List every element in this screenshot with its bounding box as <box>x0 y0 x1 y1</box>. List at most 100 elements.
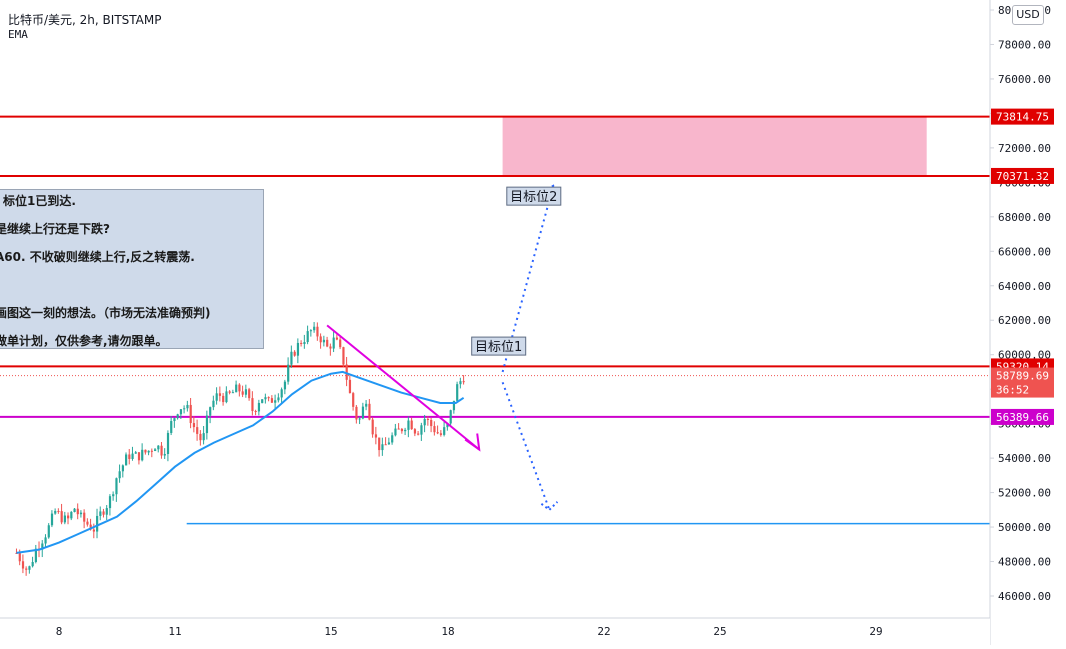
candle-body <box>306 331 309 343</box>
candle-body <box>228 391 231 393</box>
candle-body <box>329 346 332 349</box>
price-tick-label: 52000.00 <box>998 487 1051 500</box>
candle-body <box>199 433 202 441</box>
candle-body <box>417 433 420 435</box>
candle-body <box>296 342 300 356</box>
candle-body <box>456 384 459 401</box>
candle-body <box>92 529 95 532</box>
candle-body <box>254 411 257 413</box>
candle-body <box>231 392 235 394</box>
candle-body <box>73 508 76 513</box>
candle-body <box>280 389 283 398</box>
candle-body <box>358 418 361 420</box>
analysis-note[interactable]: 标位1已到达. 是继续上行还是下跌? A60. 不收破则继续上行,反之转震荡. … <box>0 189 264 349</box>
indicator-label[interactable]: EMA <box>8 28 28 41</box>
level-price-badge-label: 56389.66 <box>996 411 1049 424</box>
time-axis-bg <box>0 618 990 645</box>
target-label-box <box>506 186 562 206</box>
trendline-arrowhead <box>464 433 481 452</box>
note-line: 做单计划，仅供参考,请勿跟单。 <box>0 334 168 348</box>
candle-body <box>413 429 417 434</box>
candle-body <box>374 434 378 438</box>
candle-body <box>121 465 124 472</box>
candle-body <box>89 524 92 530</box>
candle-body <box>365 403 368 407</box>
candle-body <box>141 449 144 461</box>
candle-body <box>225 391 228 403</box>
candle-body <box>76 508 79 515</box>
candle-body <box>436 432 439 434</box>
candle-body <box>407 420 410 430</box>
price-tick-label: 78000.00 <box>998 38 1051 51</box>
candle-body <box>267 397 270 399</box>
candle-body <box>381 444 384 451</box>
candle-body <box>397 428 400 430</box>
target-label: 目标位1 <box>475 340 522 355</box>
time-tick-label: 29 <box>869 625 882 638</box>
ema-layer <box>16 370 465 554</box>
candle-body <box>44 537 47 544</box>
candle-body <box>339 339 342 348</box>
candle-body <box>361 406 365 419</box>
note-line: 标位1已到达. <box>3 194 76 208</box>
countdown-label: 36:52 <box>996 384 1029 397</box>
candle-body <box>47 525 50 538</box>
candle-body <box>128 454 131 459</box>
candle-body <box>50 513 54 526</box>
price-tick-label: 68000.00 <box>998 211 1051 224</box>
candle-body <box>21 561 25 569</box>
candle-body <box>244 389 248 395</box>
candle-body <box>28 566 31 570</box>
candle-body <box>222 395 225 403</box>
candle-body <box>112 494 115 497</box>
candle-body <box>309 330 313 332</box>
candle-body <box>261 399 264 403</box>
candle-body <box>352 393 355 407</box>
candle-body <box>326 339 329 347</box>
candle-body <box>443 427 446 435</box>
level-price-badge-label: 73814.75 <box>996 111 1049 124</box>
candle-body <box>70 512 73 519</box>
price-axis[interactable]: 80000.0078000.0076000.0074000.0072000.00… <box>989 0 1066 645</box>
candle-body <box>189 404 192 424</box>
price-tick-label: 76000.00 <box>998 73 1051 86</box>
target-zone <box>502 116 927 176</box>
candle-body <box>241 391 244 395</box>
price-tick-label: 50000.00 <box>998 521 1051 534</box>
time-tick-label: 18 <box>441 625 454 638</box>
target-label-box <box>471 336 527 356</box>
candle-body <box>60 511 63 523</box>
candle-body <box>332 337 335 349</box>
candle-body <box>400 428 404 432</box>
candle-body <box>18 553 21 562</box>
candle-body <box>99 511 102 516</box>
candle-body <box>274 400 277 403</box>
candle-body <box>125 454 128 466</box>
current-price-label: 58789.69 <box>996 370 1049 383</box>
candle-body <box>160 445 163 456</box>
time-axis[interactable]: 8 11 15 18 22 25 29 <box>0 617 990 645</box>
candle-body <box>57 510 60 512</box>
target-zone-layer <box>502 116 927 176</box>
candle-body <box>452 400 456 411</box>
candle-body <box>209 407 212 416</box>
candle-body <box>303 342 306 345</box>
current-price-badge <box>991 367 1054 398</box>
candle-body <box>157 445 160 450</box>
level-price-badge <box>991 408 1054 425</box>
projection-down-arrowhead <box>540 501 559 512</box>
candle-body <box>238 384 241 392</box>
candle-body <box>170 421 173 433</box>
candle-body <box>410 420 413 430</box>
candle-body <box>394 428 397 436</box>
candle-body <box>368 403 371 420</box>
candle-body <box>147 450 150 453</box>
candle-body <box>384 444 387 446</box>
candle-body <box>300 342 303 345</box>
level-price-badge-label: 70371.32 <box>996 170 1049 183</box>
candle-body <box>319 336 322 343</box>
candle-body <box>322 339 326 343</box>
currency-button[interactable]: USD <box>1012 5 1044 25</box>
